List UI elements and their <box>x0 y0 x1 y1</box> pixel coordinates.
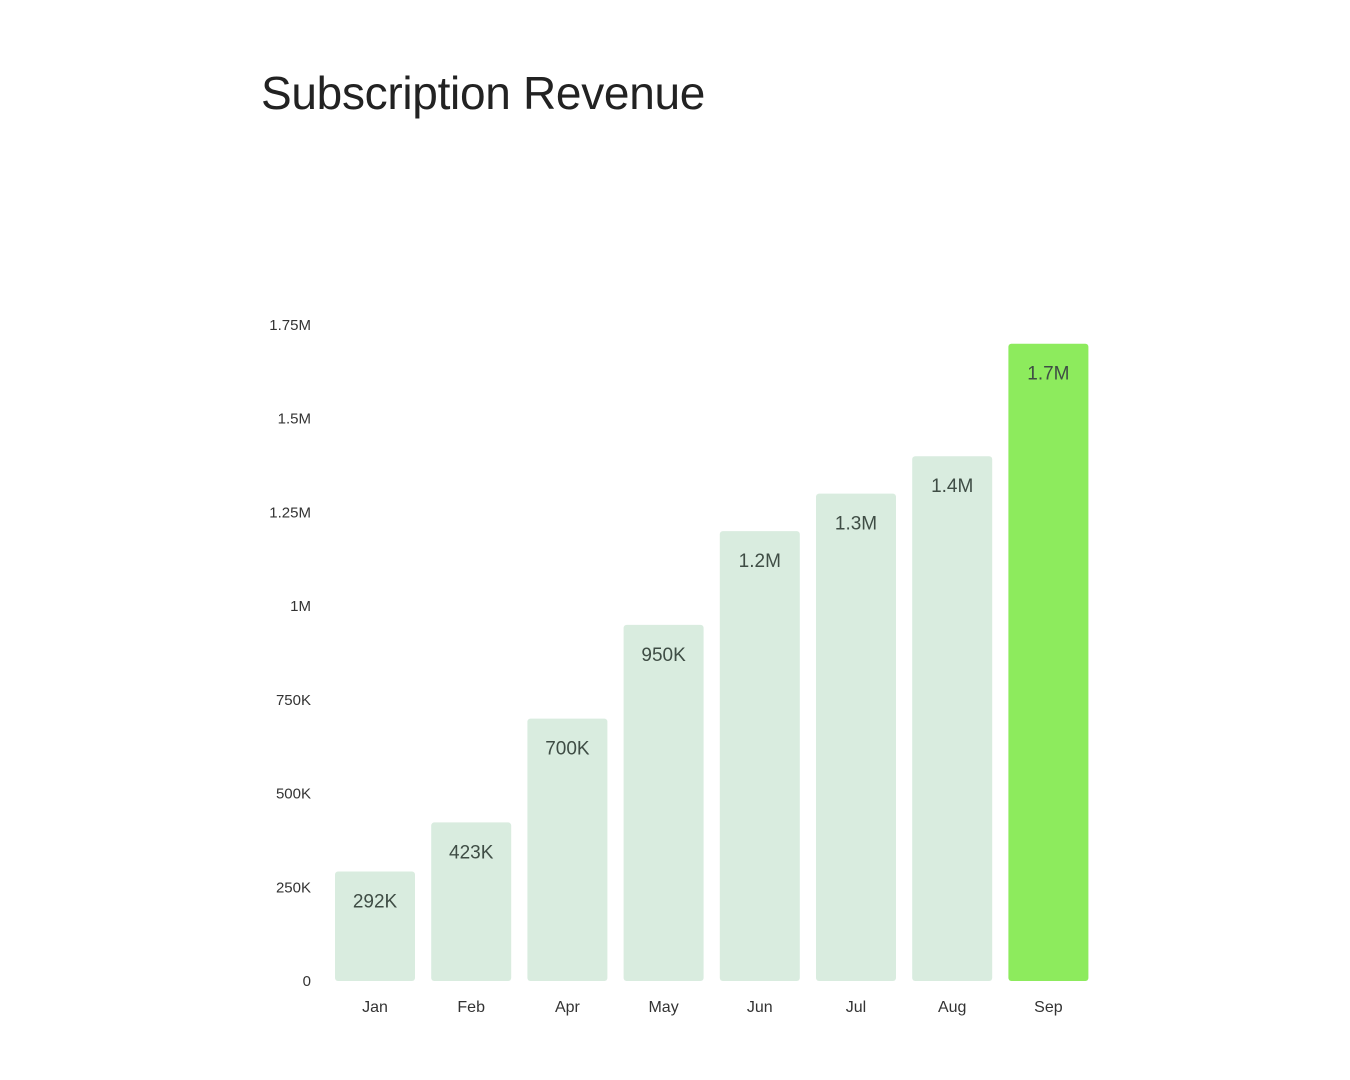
bar-aug <box>912 456 993 981</box>
x-tick-label: Apr <box>555 999 581 1016</box>
y-tick-label: 250K <box>276 879 311 896</box>
bar-apr <box>527 718 608 981</box>
x-tick-label: Jan <box>362 999 388 1016</box>
x-tick-label: Feb <box>457 999 485 1016</box>
chart-title: Subscription Revenue <box>261 67 706 119</box>
bar-sep <box>1008 343 1089 981</box>
bar-labels: 292K 423K 700K 950K 1.2M 1.3M 1.4M 1.7M <box>353 364 1070 913</box>
bar-feb <box>431 822 512 981</box>
x-tick-label: Sep <box>1034 999 1063 1016</box>
y-tick-label: 750K <box>276 692 311 709</box>
bar-value-label: 950K <box>641 645 686 666</box>
x-tick-label: May <box>648 999 678 1016</box>
bar-value-label: 423K <box>449 842 494 863</box>
y-axis: 0 250K 500K 750K 1M 1.25M 1.5M 1.75M <box>269 317 311 990</box>
bar-value-label: 292K <box>353 892 398 913</box>
bar-value-label: 1.2M <box>739 551 781 572</box>
bar-jan <box>335 871 415 981</box>
bar-value-label: 1.3M <box>835 514 877 535</box>
y-tick-label: 500K <box>276 786 311 803</box>
bar-value-label: 700K <box>545 739 590 760</box>
y-tick-label: 1.5M <box>278 411 311 428</box>
y-tick-label: 1.25M <box>269 504 311 521</box>
bars <box>335 343 1089 981</box>
y-tick-label: 1M <box>290 598 311 615</box>
y-tick-label: 0 <box>303 973 311 990</box>
bar-value-label: 1.4M <box>931 476 973 497</box>
y-tick-label: 1.75M <box>269 317 311 334</box>
x-tick-label: Jul <box>846 999 866 1016</box>
x-tick-label: Aug <box>938 999 966 1016</box>
bar-value-label: 1.7M <box>1027 364 1069 385</box>
bar-jul <box>816 493 896 981</box>
x-axis: Jan Feb Apr May Jun Jul Aug Sep <box>362 999 1063 1016</box>
bar-jun <box>719 531 800 981</box>
bar-may <box>623 624 704 981</box>
x-tick-label: Jun <box>747 999 773 1016</box>
